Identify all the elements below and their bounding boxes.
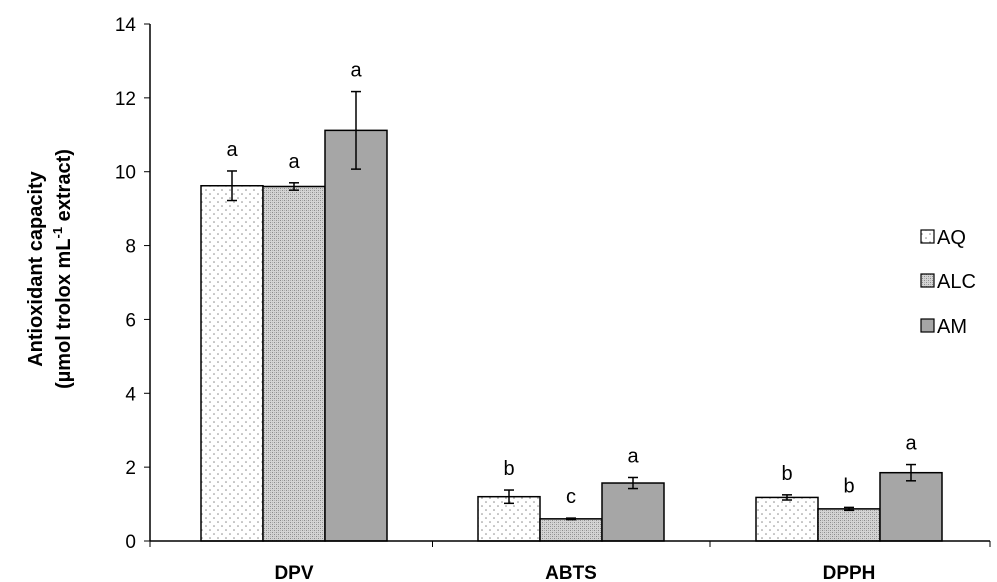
legend-swatch-alc xyxy=(920,273,935,288)
y-axis-label-line2: (µmol trolox mL-1 extract) xyxy=(50,149,75,389)
axes xyxy=(149,24,990,542)
bar-alc-dpv xyxy=(262,185,326,542)
y-tick-label: 2 xyxy=(125,458,136,479)
x-category-label: DPV xyxy=(274,563,313,582)
y-tick-label: 8 xyxy=(125,237,136,258)
legend-label-aq: AQ xyxy=(937,227,966,249)
bar-am-dpv xyxy=(324,129,388,542)
significance-label: a xyxy=(905,433,917,455)
x-category-label: DPPH xyxy=(823,563,876,582)
significance-label: a xyxy=(288,151,300,173)
y-tick-label: 0 xyxy=(125,532,136,553)
legend-label-am: AM xyxy=(937,316,967,338)
significance-label: a xyxy=(350,60,362,82)
significance-label: b xyxy=(843,475,854,497)
y-axis-label-superscript: -1 xyxy=(50,227,65,239)
y-tick-label: 10 xyxy=(115,163,136,184)
significance-label: b xyxy=(781,463,792,485)
bar-alc-abts xyxy=(539,518,603,542)
bar-alc-dpph xyxy=(817,508,881,542)
bar-am-dpph xyxy=(879,471,943,542)
bar-aq-dpph xyxy=(755,496,819,542)
x-axis: DPV ABTS DPPH xyxy=(149,541,991,582)
y-tick-label: 4 xyxy=(125,384,136,405)
bars xyxy=(200,129,943,542)
y-axis: 0 2 4 6 8 10 12 14 xyxy=(115,15,150,553)
y-axis-label-unit: (µmol trolox mL xyxy=(53,238,75,388)
y-tick-label: 12 xyxy=(115,89,136,110)
legend-swatch-aq xyxy=(920,229,935,244)
error-bars xyxy=(227,90,916,521)
legend: AQ ALC AM xyxy=(920,227,976,338)
y-axis-label-line1: Antioxidant capacity xyxy=(25,170,47,366)
y-tick-label: 6 xyxy=(125,310,136,331)
significance-label: b xyxy=(503,458,514,480)
bar-aq-dpv xyxy=(200,184,264,542)
significance-label: a xyxy=(226,139,238,161)
x-category-label: ABTS xyxy=(545,563,597,582)
y-axis-label: Antioxidant capacity (µmol trolox mL-1 e… xyxy=(25,149,75,389)
significance-label: c xyxy=(566,486,576,508)
significance-labels: a a a b c a b b a xyxy=(226,60,917,509)
legend-swatch-am xyxy=(920,318,935,333)
y-tick-label: 14 xyxy=(115,15,137,36)
bar-am-abts xyxy=(601,482,665,542)
significance-label: a xyxy=(627,445,639,467)
legend-label-alc: ALC xyxy=(937,271,976,293)
y-axis-label-suffix: extract) xyxy=(53,149,75,227)
